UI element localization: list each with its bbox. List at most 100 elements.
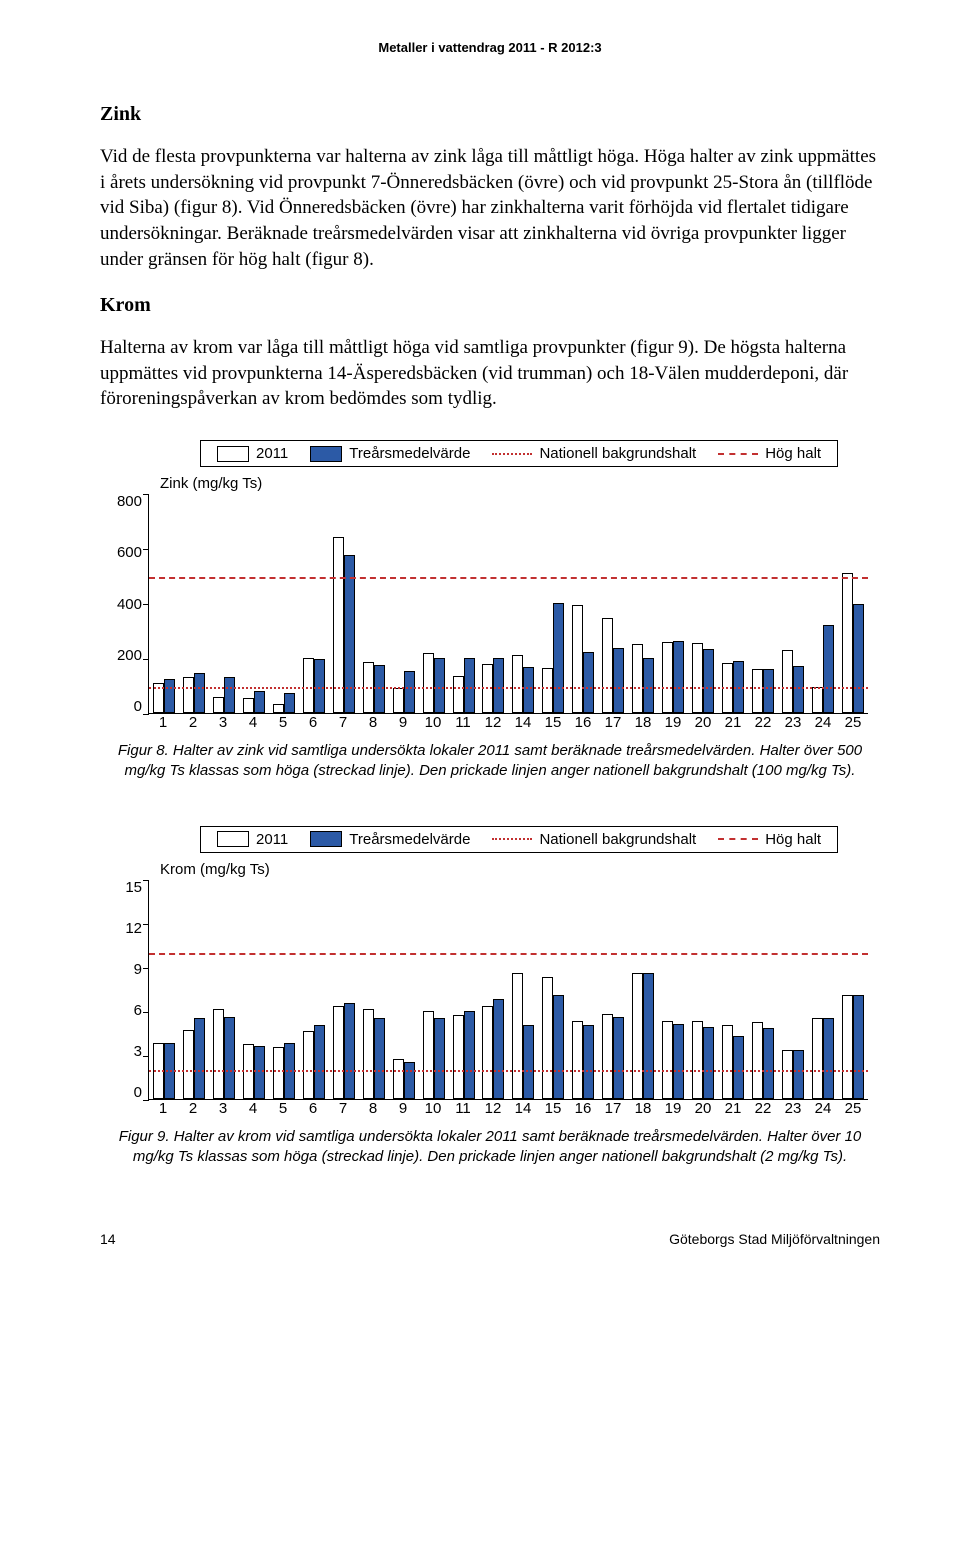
bar-group <box>508 494 538 713</box>
bar-mean <box>793 1050 804 1098</box>
bar-2011 <box>453 1015 464 1099</box>
bar-group <box>179 494 209 713</box>
legend-label-natbg: Nationell bakgrundshalt <box>539 445 696 462</box>
bar-group <box>748 880 778 1099</box>
y-tick-label: 800 <box>117 494 142 509</box>
legend-swatch-high <box>718 453 758 455</box>
x-tick-label: 18 <box>628 714 658 731</box>
zink-y-ticks: 8006004002000 <box>100 494 148 714</box>
bar-2011 <box>842 995 853 1099</box>
bar-2011 <box>512 973 523 1099</box>
x-tick-label: 15 <box>538 1100 568 1117</box>
section-zink-title: Zink <box>100 103 880 126</box>
bar-group <box>628 494 658 713</box>
bar-mean <box>194 673 205 713</box>
bar-mean <box>853 604 864 713</box>
x-tick-label: 22 <box>748 1100 778 1117</box>
bar-group <box>329 494 359 713</box>
bar-2011 <box>782 650 793 713</box>
bar-2011 <box>273 1047 284 1098</box>
y-tick-label: 12 <box>125 921 142 936</box>
x-tick-label: 17 <box>598 714 628 731</box>
y-tick-label: 600 <box>117 545 142 560</box>
legend-swatch-high <box>718 838 758 840</box>
bar-mean <box>493 658 504 713</box>
x-tick-label: 4 <box>238 1100 268 1117</box>
bar-group <box>808 880 838 1099</box>
bar-group <box>778 880 808 1099</box>
bar-group <box>538 494 568 713</box>
running-header: Metaller i vattendrag 2011 - R 2012:3 <box>100 40 880 55</box>
bar-group <box>688 880 718 1099</box>
bar-group <box>808 494 838 713</box>
bar-group <box>598 880 628 1099</box>
legend-swatch-natbg <box>492 453 532 455</box>
bar-2011 <box>782 1050 793 1098</box>
bar-2011 <box>183 1030 194 1099</box>
bar-mean <box>404 671 415 714</box>
bar-group <box>778 494 808 713</box>
bar-group <box>838 494 868 713</box>
page-number: 14 <box>100 1231 116 1247</box>
legend-label-mean: Treårsmedelvärde <box>349 445 470 462</box>
bar-mean <box>224 1017 235 1099</box>
bar-mean <box>434 658 445 713</box>
legend-box-2: 2011 Treårsmedelvärde Nationell bakgrund… <box>200 826 838 853</box>
bar-group <box>508 880 538 1099</box>
bar-2011 <box>752 669 763 713</box>
bar-mean <box>553 995 564 1099</box>
section-krom-title: Krom <box>100 294 880 317</box>
bar-mean <box>314 1025 325 1098</box>
bar-2011 <box>692 1021 703 1099</box>
x-tick-label: 15 <box>538 714 568 731</box>
x-tick-label: 6 <box>298 714 328 731</box>
x-tick-label: 3 <box>208 714 238 731</box>
krom-y-label: Krom (mg/kg Ts) <box>160 861 270 878</box>
bar-group <box>419 494 449 713</box>
bar-group <box>478 880 508 1099</box>
bar-mean <box>224 677 235 713</box>
bar-group <box>329 880 359 1099</box>
bar-group <box>359 494 389 713</box>
bar-group <box>179 880 209 1099</box>
bar-mean <box>703 649 714 713</box>
bar-2011 <box>393 688 404 713</box>
bar-group <box>688 494 718 713</box>
bar-group <box>838 880 868 1099</box>
x-tick-label: 2 <box>178 1100 208 1117</box>
x-tick-label: 18 <box>628 1100 658 1117</box>
x-tick-label: 24 <box>808 1100 838 1117</box>
bar-mean <box>523 667 534 713</box>
bar-2011 <box>482 1006 493 1098</box>
x-tick-label: 5 <box>268 1100 298 1117</box>
x-tick-label: 1 <box>148 714 178 731</box>
x-tick-label: 7 <box>328 714 358 731</box>
x-tick-label: 16 <box>568 714 598 731</box>
legend-label-natbg: Nationell bakgrundshalt <box>539 831 696 848</box>
bar-group <box>449 494 479 713</box>
x-tick-label: 22 <box>748 714 778 731</box>
bar-group <box>209 494 239 713</box>
national-bg-line <box>149 687 868 689</box>
bar-2011 <box>333 1006 344 1098</box>
x-tick-label: 23 <box>778 714 808 731</box>
bar-2011 <box>812 1018 823 1099</box>
y-tick-label: 0 <box>134 1085 142 1100</box>
bar-mean <box>464 658 475 713</box>
bar-group <box>538 880 568 1099</box>
legend-label-mean: Treårsmedelvärde <box>349 831 470 848</box>
legend-swatch-mean <box>310 831 342 847</box>
bar-mean <box>823 625 834 713</box>
y-tick-label: 400 <box>117 597 142 612</box>
bar-mean <box>793 666 804 713</box>
bar-mean <box>583 1025 594 1098</box>
zink-x-ticks: 123456789101112141516171819202122232425 <box>148 714 868 731</box>
bar-mean <box>763 1028 774 1098</box>
bar-mean <box>643 658 654 713</box>
bar-group <box>449 880 479 1099</box>
x-tick-label: 17 <box>598 1100 628 1117</box>
x-tick-label: 25 <box>838 714 868 731</box>
bar-mean <box>523 1025 534 1098</box>
bar-mean <box>733 1036 744 1099</box>
x-tick-label: 2 <box>178 714 208 731</box>
